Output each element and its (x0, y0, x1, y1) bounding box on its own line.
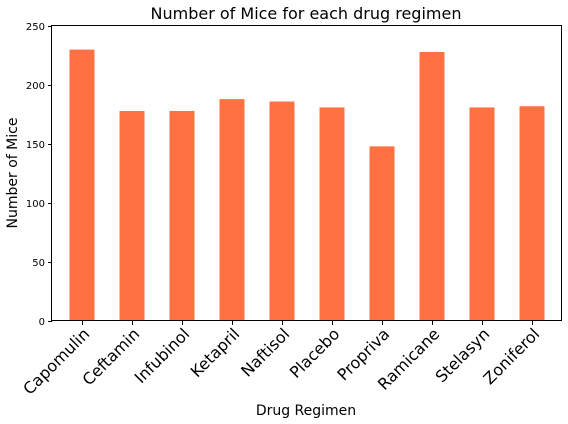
x-axis-label: Drug Regimen (256, 403, 356, 419)
bar-infubinol (169, 110, 195, 322)
bar-ramicane (419, 51, 445, 322)
bar-propriva (369, 146, 395, 321)
x-tick-label: Capomulin (19, 324, 93, 398)
bar-placebo (319, 107, 345, 321)
y-tick-label: 50 (32, 258, 45, 269)
y-tick-label: 150 (26, 140, 45, 151)
bar-zoniferol (519, 106, 545, 322)
bars-group (69, 49, 545, 322)
y-tick-label: 200 (26, 81, 45, 92)
bar-capomulin (69, 49, 95, 321)
x-tick-label: Ketapril (187, 324, 244, 381)
y-tick-label: 0 (39, 317, 45, 328)
bar-ketapril (219, 99, 245, 321)
bar-ceftamin (119, 110, 145, 322)
y-tick-label: 250 (26, 22, 45, 33)
plot-area: 0 50 100 150 200 250 CapomulinCeftaminInfubin… (19, 22, 562, 398)
y-tick-label: 100 (26, 199, 45, 210)
bar-naftisol (269, 101, 295, 322)
plot-frame (51, 25, 562, 321)
x-tick-label: Naftisol (237, 324, 293, 380)
y-axis-ticks: 0 50 100 150 200 250 (26, 22, 52, 328)
x-axis-ticks: CapomulinCeftaminInfubinolKetaprilNaftis… (19, 321, 543, 398)
chart-title: Number of Mice for each drug regimen (151, 4, 462, 23)
x-tick-label: Infubinol (131, 324, 194, 387)
y-axis-label: Number of Mice (5, 118, 21, 229)
bar-stelasyn (469, 107, 495, 321)
